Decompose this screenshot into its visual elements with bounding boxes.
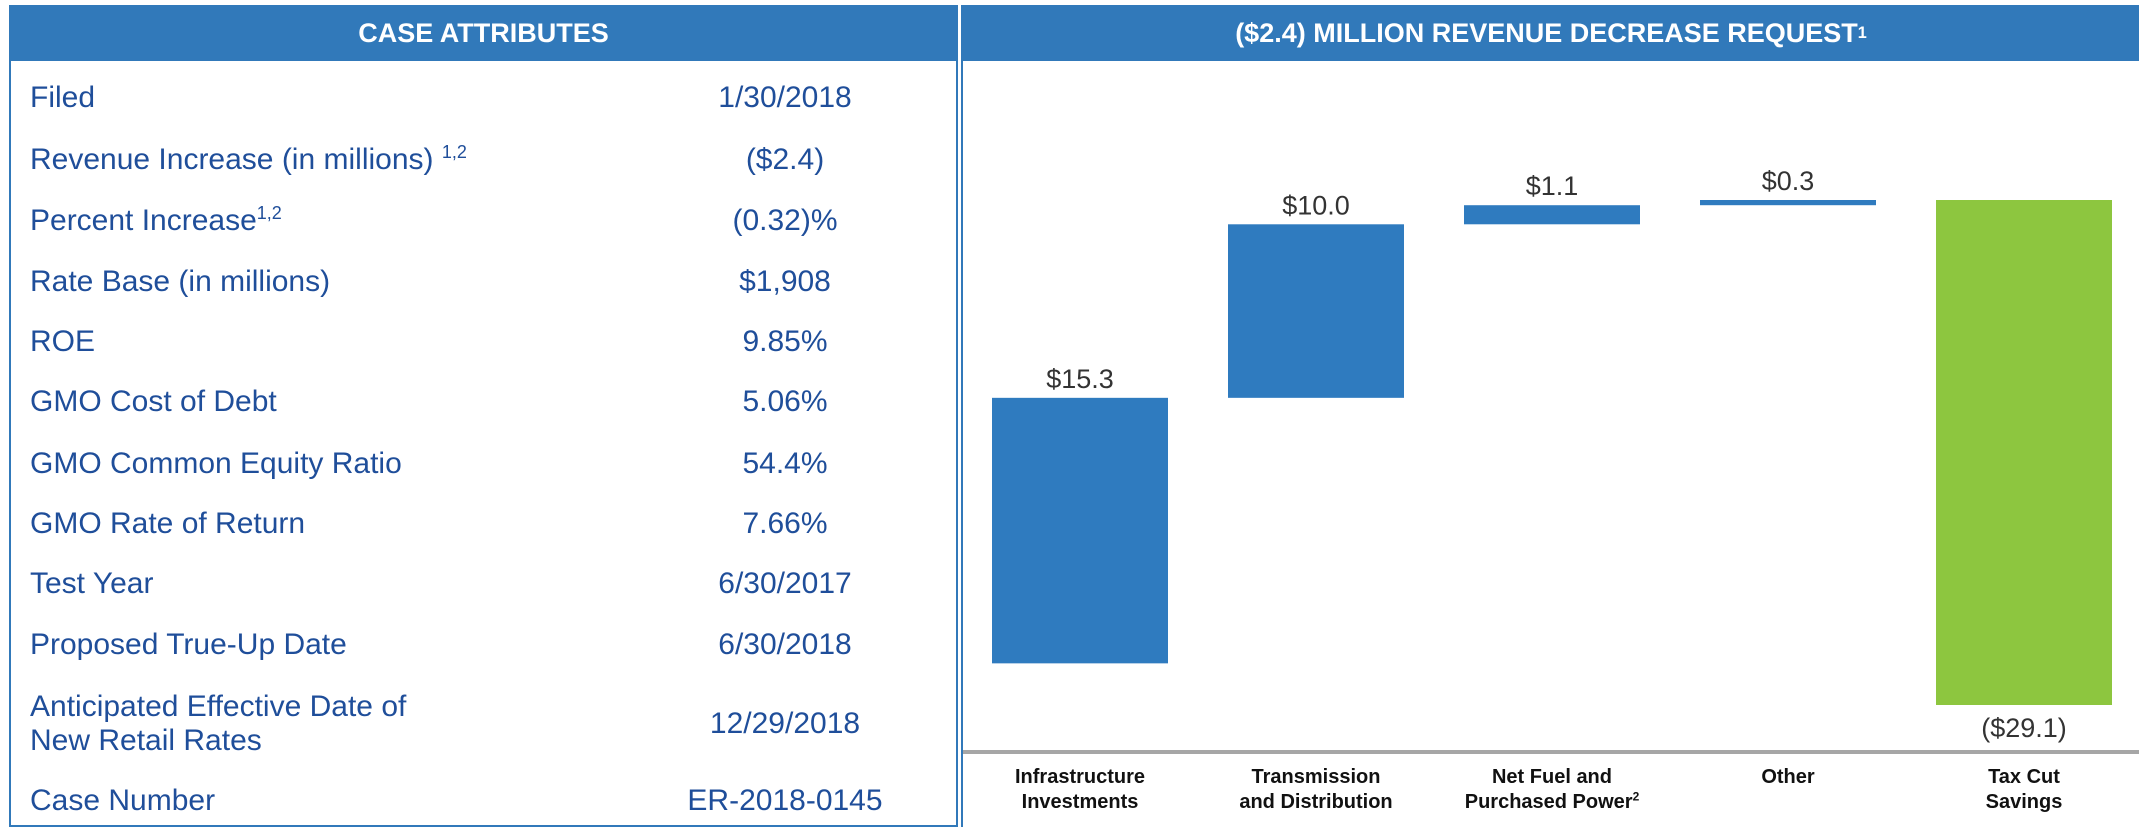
x-tick-label: Other	[1670, 765, 1906, 790]
x-tick-label: Transmission and Distribution	[1198, 765, 1434, 815]
row-label: GMO Rate of Return	[30, 507, 305, 541]
row-value: 6/30/2017	[718, 567, 852, 600]
chart-title: ($2.4) MILLION REVENUE DECREASE REQUEST	[1235, 17, 1858, 48]
x-tick-label: Infrastructure Investments	[962, 765, 1198, 815]
x-tick-text: Tax Cut Savings	[1985, 766, 2063, 813]
row-label: Filed	[30, 81, 95, 115]
row-label: ROE	[30, 325, 95, 359]
row-label: Case Number	[30, 784, 215, 818]
row-note: 1,2	[256, 203, 282, 223]
row-label-text: GMO Rate of Return	[30, 507, 306, 540]
row-label: Percent Increase1,2	[30, 204, 282, 238]
chart-header: ($2.4) MILLION REVENUE DECREASE REQUEST 1	[963, 5, 2139, 61]
row-label-text: GMO Cost of Debt	[30, 385, 277, 418]
bar	[1228, 224, 1404, 398]
x-tick-text: Other	[1761, 766, 1815, 788]
row-label-text: Rate Base (in millions)	[30, 265, 331, 298]
table-border	[9, 5, 958, 827]
row-label-text: Anticipated Effective Date of New Retail…	[30, 690, 407, 757]
panel-divider	[961, 5, 963, 827]
value-label: $1.1	[1526, 171, 1579, 201]
x-tick-text: Infrastructure Investments	[1014, 766, 1146, 813]
row-label: GMO Common Equity Ratio	[30, 447, 402, 481]
row-label-text: Proposed True-Up Date	[30, 628, 347, 661]
row-value: ($2.4)	[745, 143, 825, 176]
bar	[992, 397, 1168, 664]
row-label-text: GMO Common Equity Ratio	[30, 447, 402, 480]
row-value: (0.32)%	[732, 204, 838, 237]
row-label: GMO Cost of Debt	[30, 385, 277, 419]
x-tick-note: 2	[1632, 789, 1640, 804]
row-value: 12/29/2018	[709, 707, 861, 740]
bar	[1700, 200, 1876, 206]
row-value: 1/30/2018	[718, 81, 852, 114]
x-tick-text: Net Fuel and Purchased Power	[1464, 766, 1633, 813]
x-tick-label: Tax Cut Savings	[1906, 765, 2139, 815]
value-label: $0.3	[1762, 166, 1815, 196]
row-label-text: Revenue Increase (in millions)	[30, 143, 442, 176]
row-value: 9.85%	[742, 325, 828, 358]
row-label: Revenue Increase (in millions) 1,2	[30, 143, 467, 177]
chart: $15.3 $10.0 $1.1 $0.3 ($29.1)	[963, 166, 2139, 754]
row-value: 7.66%	[742, 507, 828, 540]
bar	[1936, 200, 2112, 705]
value-label: ($29.1)	[1981, 713, 2067, 743]
row-label-text: Case Number	[30, 784, 216, 817]
row-value: $1,908	[739, 265, 831, 298]
row-note: 1,2	[441, 142, 467, 162]
value-label: $10.0	[1282, 190, 1350, 220]
row-value: 5.06%	[742, 385, 828, 418]
row-label-text: Test Year	[30, 567, 154, 600]
row-label-text: ROE	[30, 325, 96, 358]
row-label-text: Filed	[30, 81, 96, 114]
row-value: 54.4%	[742, 447, 828, 480]
table-title: CASE ATTRIBUTES	[358, 17, 609, 48]
bar	[1464, 205, 1640, 225]
x-tick-label: Net Fuel and Purchased Power2	[1434, 765, 1670, 815]
table-header: CASE ATTRIBUTES	[9, 5, 958, 61]
row-label: Anticipated Effective Date of New Retail…	[30, 690, 406, 758]
row-label: Test Year	[30, 567, 153, 601]
row-value: ER-2018-0145	[687, 784, 883, 817]
x-tick-text: Transmission and Distribution	[1239, 766, 1393, 813]
row-value: 6/30/2018	[718, 628, 852, 661]
row-label-text: Percent Increase	[30, 204, 257, 237]
row-label: Rate Base (in millions)	[30, 265, 330, 299]
value-label: $15.3	[1046, 364, 1114, 394]
row-label: Proposed True-Up Date	[30, 628, 347, 662]
